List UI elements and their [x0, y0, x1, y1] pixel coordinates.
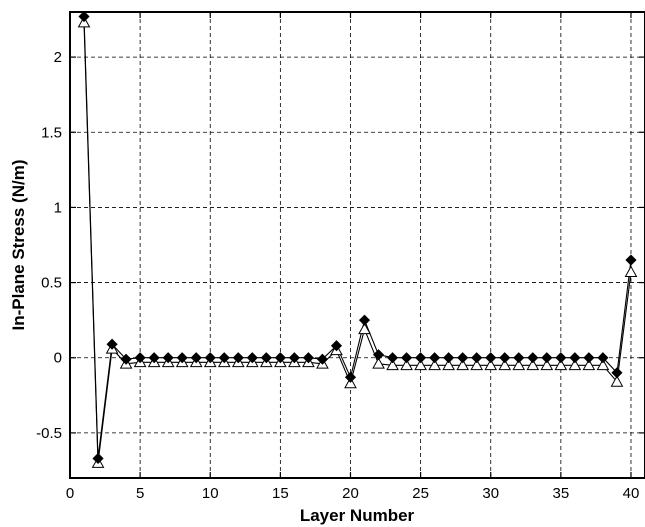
series-1-point	[611, 367, 623, 379]
y-tick-label: 1	[54, 199, 62, 216]
x-tick-label: 10	[202, 485, 219, 502]
series-1-point	[541, 352, 553, 364]
series-1-point	[288, 352, 300, 364]
y-tick-label: 2	[54, 49, 62, 66]
series-1-point	[583, 352, 595, 364]
y-tick-label: 1.5	[41, 124, 62, 141]
series-1-point	[120, 353, 132, 365]
series-2-point	[414, 358, 427, 371]
series-1-point	[302, 352, 314, 364]
series-2-point	[456, 358, 470, 371]
series-1-point	[232, 352, 244, 364]
series-1-point	[134, 352, 146, 364]
series-2-point	[526, 358, 540, 371]
series-1-point	[471, 352, 483, 364]
x-tick-label: 30	[482, 485, 499, 502]
series-2-point	[582, 358, 596, 371]
series-2-point	[540, 358, 554, 371]
x-tick-label: 40	[623, 485, 640, 502]
y-axis-title: In-Plane Stress (N/m)	[9, 160, 28, 331]
series-1-point	[246, 352, 258, 364]
series-2-line	[83, 22, 632, 464]
ticks: 0 5 10 15 20 25 30 35 40 -0.5 0 0.5 1 1.5 2	[36, 12, 645, 502]
y-tick-label: 0	[54, 350, 62, 367]
plot-frame	[69, 11, 645, 479]
x-tick-label: 5	[136, 485, 144, 502]
series-2-point	[498, 358, 512, 371]
series-1-point	[78, 10, 90, 23]
x-tick-label: 0	[66, 485, 74, 502]
grid	[70, 12, 645, 478]
series-1-point	[92, 452, 104, 465]
series-1-point	[386, 352, 399, 364]
series-1-point	[358, 314, 371, 326]
series-1-point	[429, 352, 441, 364]
x-tick-label: 25	[412, 485, 429, 502]
series-2-point	[596, 358, 610, 371]
series-1-point	[106, 338, 118, 350]
x-axis-title: Layer Number	[300, 506, 415, 525]
series-1-point	[260, 352, 272, 364]
series-1-point	[162, 352, 174, 364]
y-tick-label: -0.5	[36, 425, 62, 442]
series-1-point	[569, 352, 581, 364]
series-1-point	[485, 352, 497, 364]
series-1-line	[83, 16, 632, 459]
series-2-point	[624, 265, 638, 277]
series-1-point	[513, 352, 525, 364]
series-1-point	[372, 349, 385, 361]
series-layer	[77, 10, 638, 468]
series-1-point	[625, 254, 637, 266]
series-2-point	[386, 358, 399, 371]
series-1-point	[597, 352, 609, 364]
series-2-point	[428, 358, 441, 371]
series-1-point	[555, 352, 567, 364]
series-1-point	[401, 352, 413, 364]
series-1-point	[274, 352, 286, 364]
series-2-point	[400, 358, 413, 371]
x-tick-label: 20	[342, 485, 359, 502]
series-2-point	[512, 358, 526, 371]
series-1-point	[218, 352, 230, 364]
series-1-point	[344, 371, 357, 383]
series-1-point	[457, 352, 469, 364]
series-1-point	[148, 352, 160, 364]
series-2-point	[554, 358, 568, 371]
series-2-point	[610, 375, 624, 387]
series-2-point	[470, 358, 484, 371]
series-1-point	[415, 352, 427, 364]
series-1-point	[176, 352, 188, 364]
series-2-point	[442, 358, 456, 371]
series-2-point	[568, 358, 582, 371]
series-1-point	[330, 340, 343, 352]
series-1-point	[190, 352, 202, 364]
y-tick-label: 0.5	[41, 275, 62, 292]
x-tick-label: 35	[553, 485, 570, 502]
series-1-point	[204, 352, 216, 364]
series-2-point	[358, 322, 371, 335]
x-tick-label: 15	[272, 485, 289, 502]
series-2-point	[484, 358, 498, 371]
series-1-point	[499, 352, 511, 364]
series-1-point	[527, 352, 539, 364]
series-2-point	[372, 357, 385, 369]
series-1-point	[316, 353, 329, 365]
series-1-point	[443, 352, 455, 364]
